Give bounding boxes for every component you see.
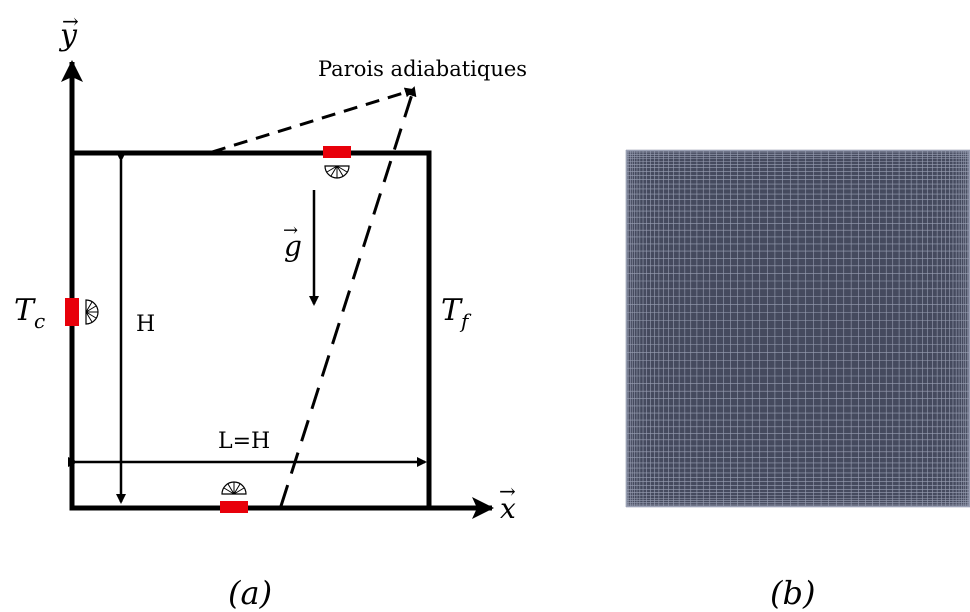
- y-axis-vector-arrow: →: [62, 9, 79, 33]
- width-label: L=H: [218, 429, 270, 454]
- caption-a: (a): [228, 574, 272, 612]
- cold-wall-label: Tf: [441, 293, 472, 333]
- adiabatic-pointer-bottom: [279, 86, 417, 507]
- gravity-vector-arrow: →: [283, 220, 298, 241]
- bottom-heater: [220, 501, 248, 513]
- y-axis-label: y: [58, 18, 78, 53]
- mesh-grid: [625, 149, 970, 508]
- height-label: H: [136, 312, 155, 337]
- cavity-outline: [69, 150, 432, 511]
- top-heater: [323, 146, 351, 158]
- bottom-probe-icon: [221, 481, 247, 495]
- x-axis-vector-arrow: →: [499, 479, 516, 503]
- x-axis-label: x: [500, 492, 516, 525]
- panel-b: (b): [625, 149, 970, 612]
- adiabatic-walls-label: Parois adiabatiques: [318, 57, 527, 81]
- panel-a: y → x → Parois adiabatiques g: [14, 9, 527, 612]
- gravity-label: g: [284, 230, 302, 263]
- left-probe-icon: [85, 299, 99, 325]
- top-probe-icon: [324, 165, 350, 179]
- adiabatic-pointer-top: [211, 87, 415, 154]
- left-heater: [65, 298, 79, 326]
- hot-wall-label: Tc: [14, 293, 45, 333]
- caption-b: (b): [770, 574, 815, 612]
